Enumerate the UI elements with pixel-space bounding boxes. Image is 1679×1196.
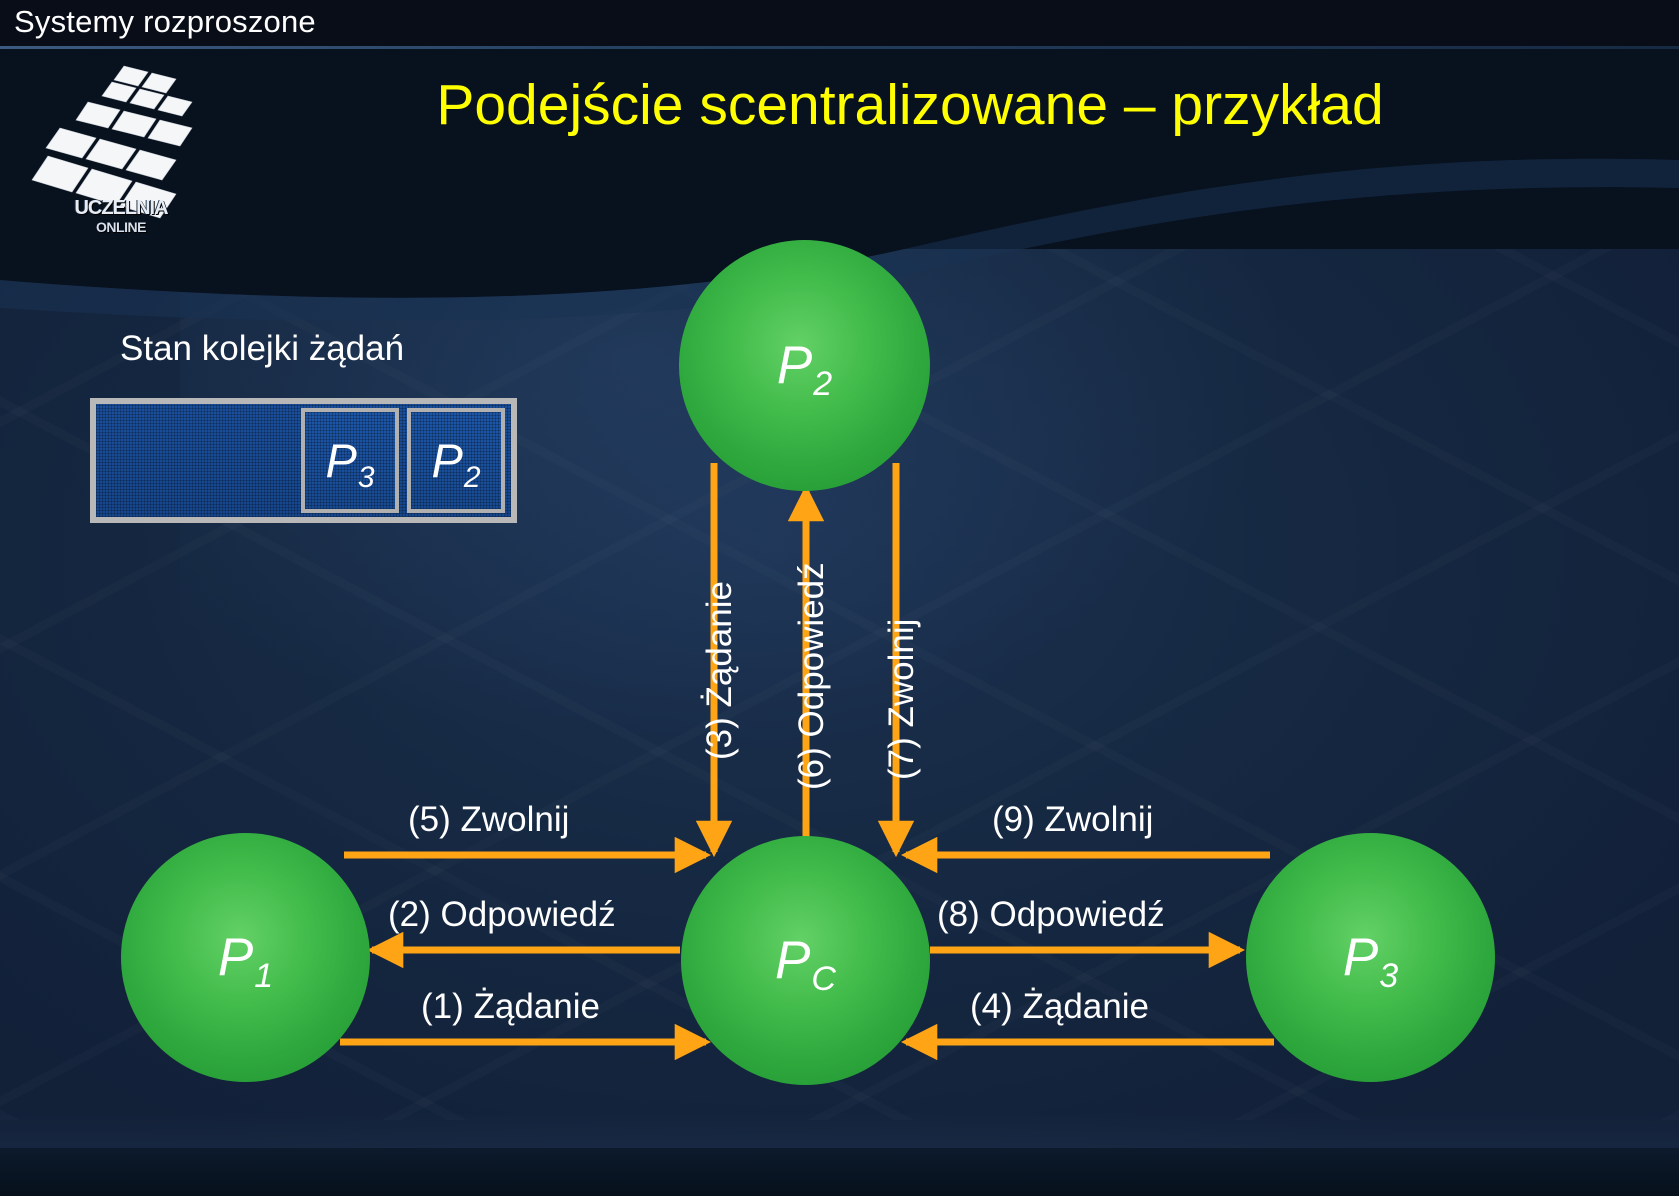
header-wave-divider — [0, 130, 1679, 320]
label-6-odpowiedz: (6) Odpowiedź — [792, 562, 831, 790]
slide-title: Podejście scentralizowane – przykład — [436, 73, 1384, 137]
uczelnia-online-logo-icon — [31, 65, 193, 219]
label-7-zwolnij: (7) Zwolnij — [882, 618, 921, 780]
label-1-zadanie: (1) Żądanie — [421, 987, 600, 1026]
label-9-zwolnij: (9) Zwolnij — [992, 800, 1154, 839]
label-8-odpowiedz: (8) Odpowiedź — [937, 895, 1165, 934]
queue-label: Stan kolejki żądań — [120, 329, 405, 368]
label-5-zwolnij: (5) Zwolnij — [408, 800, 570, 839]
logo-line-2: ONLINE — [96, 219, 146, 235]
label-3-zadanie: (3) Żądanie — [700, 581, 739, 760]
footer-sheen — [0, 1112, 1679, 1148]
logo-wordmark: UCZELNIA ONLINE — [26, 197, 216, 236]
label-4-zadanie: (4) Żądanie — [970, 987, 1149, 1026]
logo-line-1: UCZELNIA — [74, 197, 168, 219]
topbar-divider — [0, 46, 1679, 49]
topbar: Systemy rozproszone — [0, 0, 1679, 46]
footer-band — [0, 1148, 1679, 1196]
label-2-odpowiedz: (2) Odpowiedź — [388, 895, 616, 934]
topbar-title: Systemy rozproszone — [14, 4, 316, 39]
